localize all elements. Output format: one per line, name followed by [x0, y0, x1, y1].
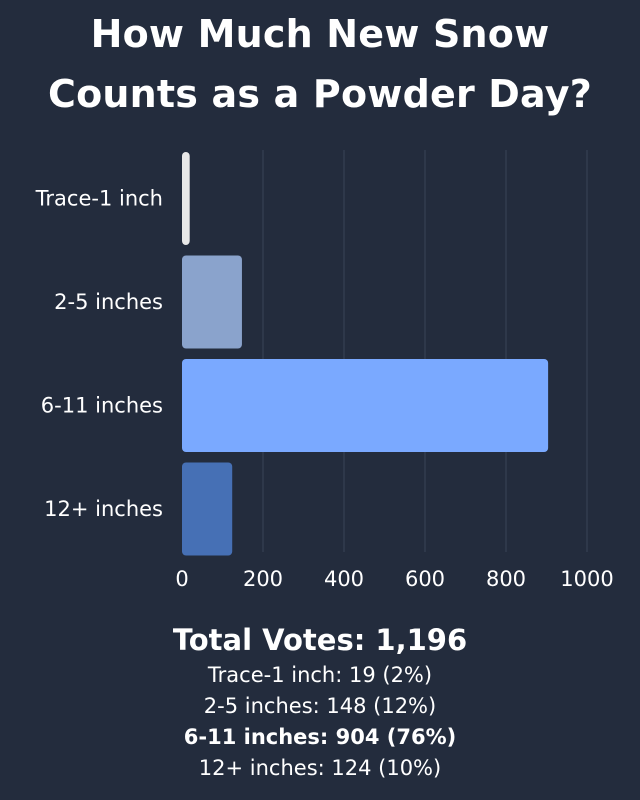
- x-tick-label: 0: [175, 567, 188, 591]
- summary-line-2-5: 2-5 inches: 148 (12%): [203, 694, 437, 718]
- summary-line-trace: Trace-1 inch: 19 (2%): [207, 663, 433, 687]
- total-votes: Total Votes: 1,196: [172, 623, 468, 657]
- summary-line-6-11: 6-11 inches: 904 (76%): [183, 725, 457, 749]
- x-tick-label: 800: [486, 567, 526, 591]
- category-label: 6-11 inches: [41, 394, 163, 418]
- category-label: 12+ inches: [44, 497, 163, 521]
- x-tick-label: 600: [405, 567, 445, 591]
- category-label: 2-5 inches: [54, 290, 163, 314]
- category-label: Trace-1 inch: [35, 187, 163, 211]
- bar: [182, 152, 190, 245]
- bar: [182, 359, 549, 452]
- chart-title: How Much New Snow Counts as a Powder Day…: [0, 4, 640, 124]
- x-tick-label: 200: [243, 567, 283, 591]
- x-tick-label: 1000: [560, 567, 613, 591]
- title-line-2: Counts as a Powder Day?: [48, 72, 592, 116]
- bar: [182, 462, 233, 556]
- vote-summary: Total Votes: 1,196 Trace-1 inch: 19 (2%)…: [0, 620, 640, 784]
- bar-chart: Trace-1 inch 2-5 inches 6-11 inches 12+ inc…: [35, 150, 614, 591]
- title-line-1: How Much New Snow: [90, 12, 550, 56]
- bar: [182, 255, 242, 349]
- x-tick-label: 400: [324, 567, 364, 591]
- summary-line-12plus: 12+ inches: 124 (10%): [198, 756, 442, 780]
